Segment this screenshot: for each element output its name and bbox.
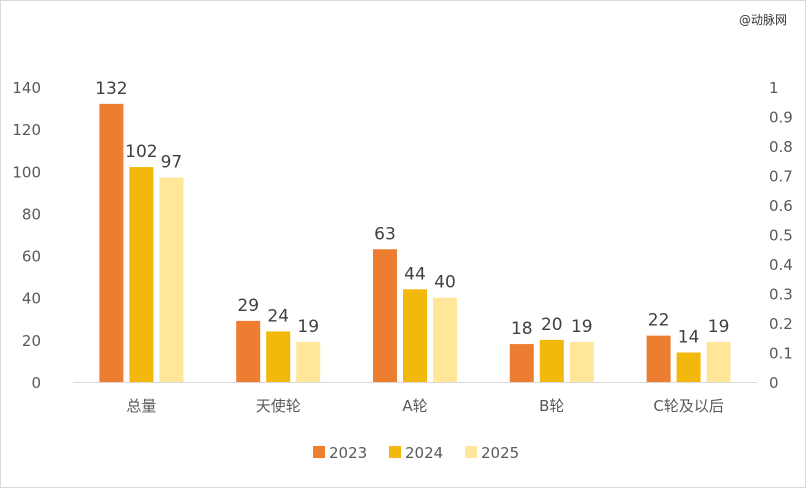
y-tick-label: 0 — [31, 374, 41, 392]
y-axis-right: 0 0.1 0.2 0.3 0.4 0.5 0.6 0.7 0.8 0.9 1 — [769, 79, 793, 392]
y-tick-label: 20 — [22, 332, 41, 350]
y2-tick-label: 0.1 — [769, 345, 793, 363]
y2-tick-label: 0.3 — [769, 286, 793, 304]
bar-2023 — [646, 335, 671, 382]
legend: 2023 2024 2025 — [313, 444, 519, 462]
category-label: A轮 — [402, 397, 427, 415]
category-label: 总量 — [126, 397, 156, 415]
x-axis: 总量 天使轮 A轮 B轮 C轮及以后 — [73, 382, 757, 415]
data-label: 19 — [571, 317, 593, 337]
watermark: @动脉网 — [738, 13, 787, 27]
data-label: 63 — [374, 224, 396, 244]
legend-label: 2025 — [481, 444, 519, 462]
data-label: 20 — [541, 315, 563, 335]
bar-2025 — [569, 341, 594, 382]
y2-tick-label: 0.9 — [769, 109, 793, 127]
y2-tick-label: 1 — [769, 79, 779, 97]
y2-tick-label: 0.8 — [769, 138, 793, 156]
bar-2023 — [373, 249, 397, 382]
data-label: 19 — [297, 317, 319, 337]
data-label: 102 — [125, 142, 157, 162]
y-tick-label: 140 — [12, 79, 41, 97]
y-tick-label: 120 — [12, 121, 41, 139]
data-label: 18 — [511, 319, 533, 339]
data-label: 132 — [95, 79, 127, 99]
data-label: 19 — [708, 317, 730, 337]
y2-tick-label: 0 — [769, 374, 779, 392]
y2-tick-label: 0.2 — [769, 315, 793, 333]
bar-2025 — [159, 177, 184, 382]
data-label: 97 — [161, 153, 183, 173]
bar-2024 — [676, 352, 701, 382]
data-label: 14 — [678, 328, 700, 348]
legend-swatch — [389, 446, 401, 458]
legend-swatch — [313, 446, 325, 458]
y-axis-left: 0 20 40 60 80 100 120 140 — [12, 79, 41, 392]
data-label: 40 — [434, 273, 456, 293]
bar-2024 — [403, 289, 427, 382]
legend-label: 2023 — [329, 444, 367, 462]
data-label: 29 — [237, 296, 259, 316]
bar-2024 — [539, 339, 564, 382]
y-tick-label: 60 — [22, 248, 41, 266]
y2-tick-label: 0.4 — [769, 256, 793, 274]
y-tick-label: 100 — [12, 163, 41, 181]
y-tick-label: 40 — [22, 290, 41, 308]
y2-tick-label: 0.7 — [769, 168, 793, 186]
bar-2025 — [706, 341, 731, 382]
bar-2025 — [433, 297, 457, 382]
bar-2024 — [129, 167, 154, 382]
y-tick-label: 80 — [22, 205, 41, 223]
bar-2023 — [509, 344, 534, 382]
bar-2025 — [296, 341, 321, 382]
legend-swatch — [465, 446, 477, 458]
category-label: C轮及以后 — [653, 397, 723, 415]
category-label: 天使轮 — [256, 397, 301, 415]
data-label: 22 — [648, 311, 670, 331]
y2-tick-label: 0.6 — [769, 197, 793, 215]
data-label: 24 — [267, 306, 289, 326]
data-label: 44 — [404, 264, 426, 284]
bar-2024 — [266, 331, 291, 382]
bar-2023 — [99, 103, 124, 382]
legend-label: 2024 — [405, 444, 443, 462]
bar-2023 — [236, 320, 261, 382]
y2-tick-label: 0.5 — [769, 227, 793, 245]
category-label: B轮 — [539, 397, 564, 415]
